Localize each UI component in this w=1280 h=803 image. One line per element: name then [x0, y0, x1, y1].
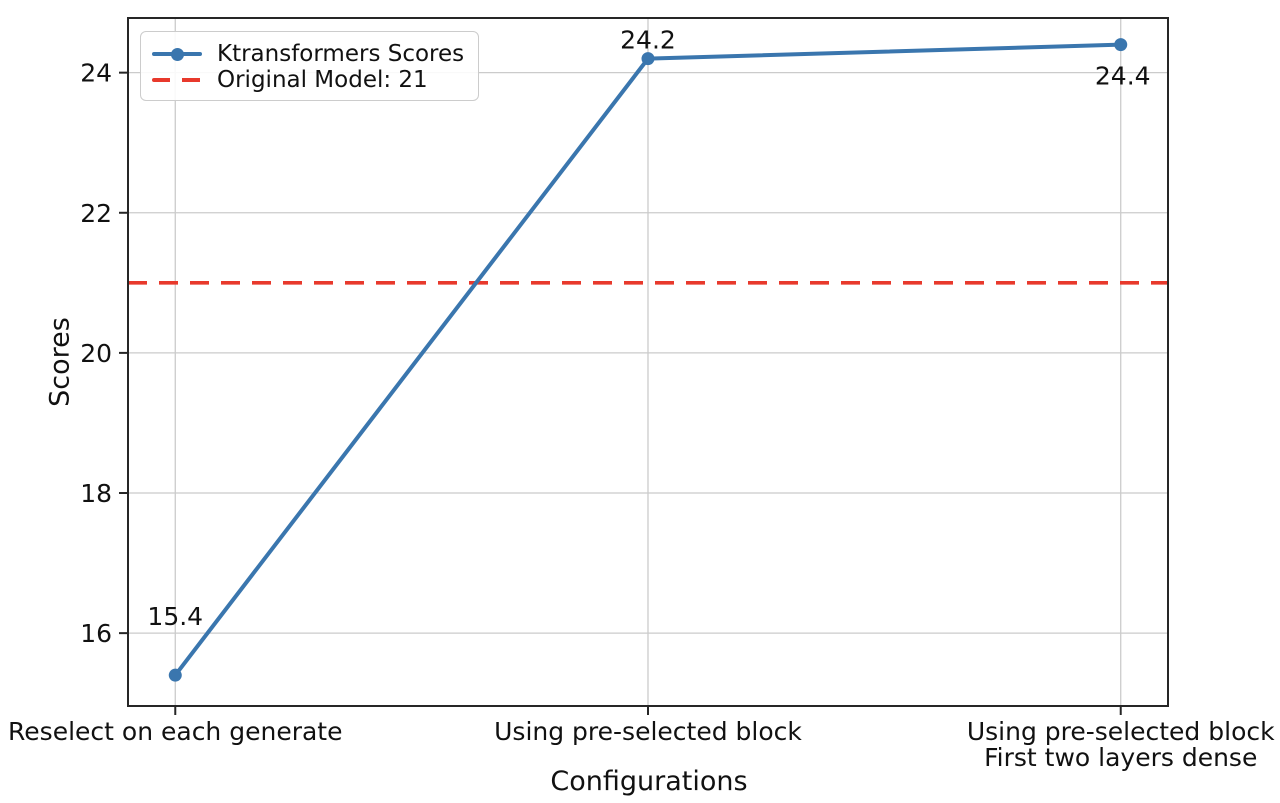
legend: Ktransformers Scores Original Model: 21 [140, 31, 480, 101]
legend-item-original-model: Original Model: 21 [152, 67, 464, 93]
data-point-marker [168, 668, 182, 682]
legend-label-series: Ktransformers Scores [217, 41, 465, 67]
y-tick-label: 16 [80, 619, 112, 648]
legend-label-reference: Original Model: 21 [217, 67, 428, 93]
y-axis-title: Scores [44, 317, 76, 407]
solid-line-marker-sample-icon [152, 41, 202, 67]
dashed-line-sample-icon [152, 67, 202, 93]
data-point-marker [1114, 38, 1128, 52]
y-tick-label: 18 [80, 479, 112, 508]
y-tick-label: 22 [80, 199, 112, 228]
data-point-marker [641, 52, 655, 66]
data-point-label: 24.4 [1095, 62, 1151, 91]
plot-frame [127, 17, 1169, 707]
x-tick-label: Reselect on each generate [8, 717, 342, 746]
x-tick-label: Using pre-selected block [967, 717, 1275, 746]
x-tick-label: First two layers dense [984, 743, 1257, 772]
y-tick-label: 20 [80, 339, 112, 368]
x-tick-label: Using pre-selected block [494, 717, 802, 746]
x-axis-title: Configurations [550, 766, 748, 797]
data-point-label: 24.2 [620, 26, 676, 55]
data-point-label: 15.4 [147, 602, 203, 631]
legend-item-ktransformers-scores: Ktransformers Scores [152, 41, 464, 67]
y-tick-label: 24 [80, 59, 112, 88]
